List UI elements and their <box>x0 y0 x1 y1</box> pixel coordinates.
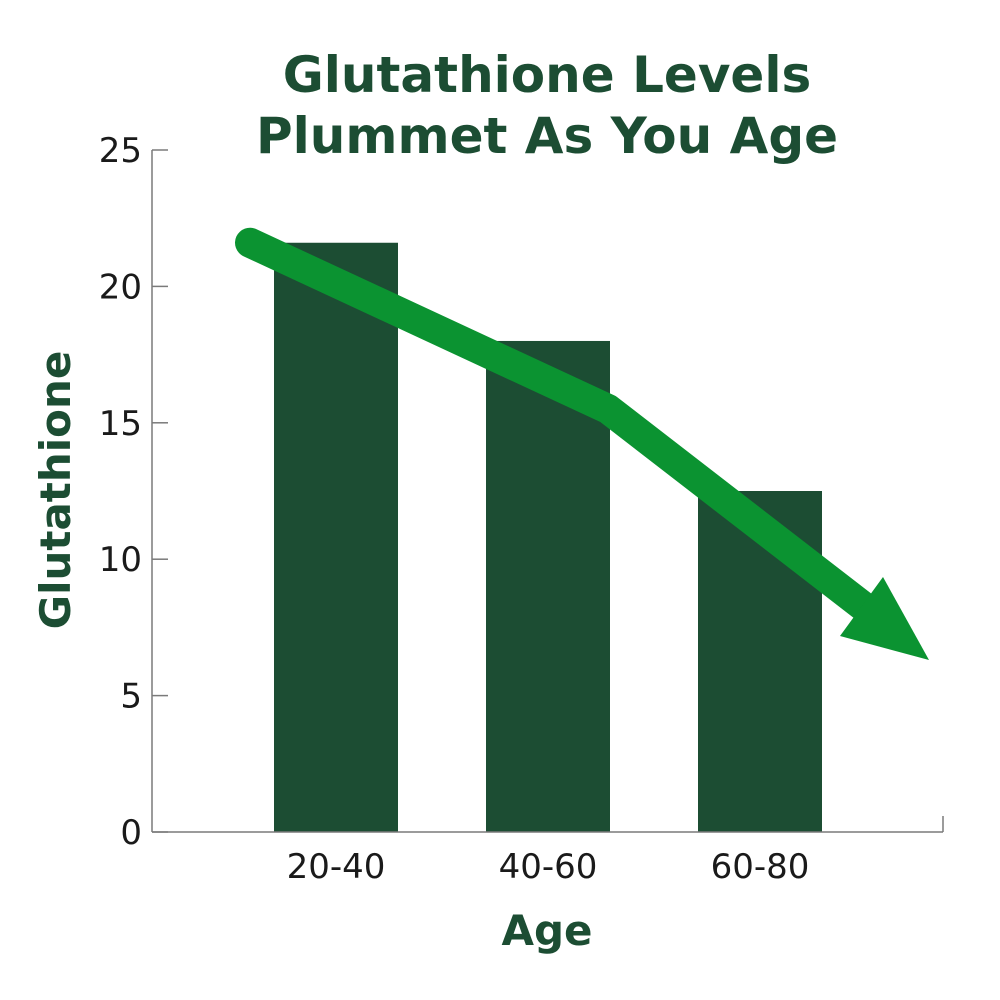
y-tick-label-20: 20 <box>99 267 142 307</box>
x-axis: 20-40 40-60 60-80 <box>152 816 944 887</box>
y-tick-label-10: 10 <box>99 540 142 580</box>
x-tick-label-60-80: 60-80 <box>711 847 810 887</box>
chart-title-line-1: Glutathione Levels <box>283 46 812 104</box>
trend-arrow-shaft <box>235 227 883 625</box>
x-tick-label-40-60: 40-60 <box>499 847 598 887</box>
trend-arrow <box>235 227 929 660</box>
y-tick-label-0: 0 <box>120 813 142 853</box>
x-tick-label-20-40: 20-40 <box>287 847 386 887</box>
chart-title-line-2: Plummet As You Age <box>256 107 838 165</box>
bar-40-60 <box>486 340 610 832</box>
bar-20-40 <box>274 242 398 832</box>
trend-arrow-head <box>840 577 929 660</box>
y-axis: 0 5 10 15 20 25 <box>99 131 168 853</box>
y-tick-label-5: 5 <box>120 677 142 717</box>
y-tick-label-25: 25 <box>99 131 142 171</box>
y-axis-label: Glutathione <box>31 351 80 630</box>
bars-group <box>274 242 822 832</box>
y-tick-label-15: 15 <box>99 404 142 444</box>
x-axis-label: Age <box>501 906 592 955</box>
